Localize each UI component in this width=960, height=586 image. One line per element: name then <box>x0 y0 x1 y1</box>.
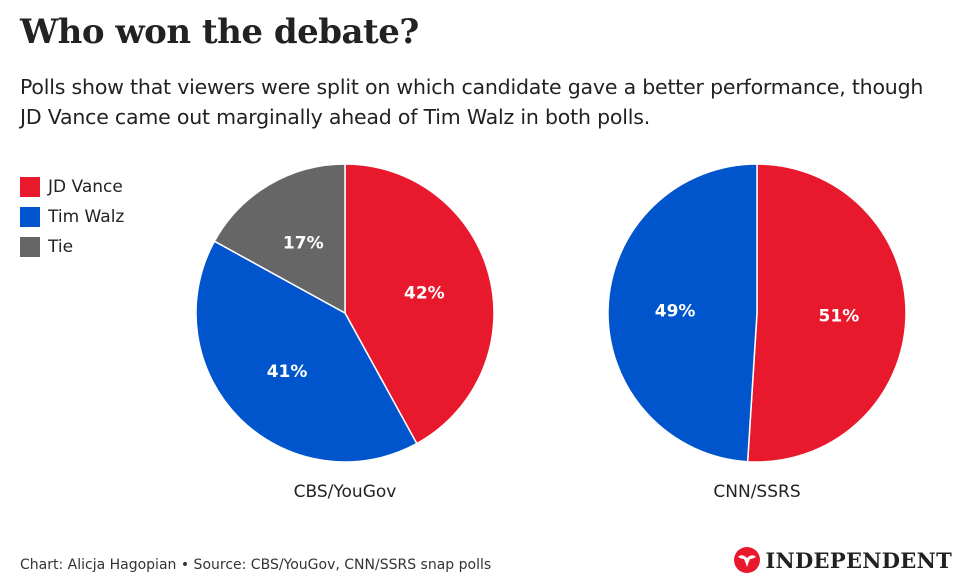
legend-item-tie: Tie <box>20 235 124 258</box>
legend-label-tie: Tie <box>48 236 74 257</box>
pie-cnn-ssrs: 51% 49% CNN/SSRS <box>607 163 907 502</box>
legend-swatch-tim-walz <box>20 206 40 227</box>
footer-credit: Chart: Alicja Hagopian • Source: CBS/You… <box>20 557 492 573</box>
chart-title: Who won the debate? <box>20 12 419 52</box>
slice-cnn-ssrs-tim-walz <box>607 163 758 463</box>
eagle-icon <box>734 547 761 573</box>
slice-cbs-yougov-tim-walz <box>195 240 418 463</box>
pie-caption-cbs-yougov: CBS/YouGov <box>294 482 397 502</box>
slice-label-cnn-ssrs-jd-vance: 51% <box>819 307 860 327</box>
slice-label-cnn-ssrs-tim-walz: 49% <box>655 301 696 321</box>
legend-item-tim-walz: Tim Walz <box>20 205 124 228</box>
legend-label-tim-walz: Tim Walz <box>48 206 125 227</box>
legend-swatch-jd-vance <box>20 176 40 197</box>
slice-cbs-yougov-tie <box>213 163 346 315</box>
legend-item-jd-vance: JD Vance <box>20 175 124 198</box>
legend-label-jd-vance: JD Vance <box>48 176 123 197</box>
chart-subtitle: Polls show that viewers were split on wh… <box>20 75 924 129</box>
legend: JD Vance Tim Walz Tie <box>20 175 124 265</box>
independent-logo: INDEPENDENT <box>733 546 952 574</box>
pie-cbs-yougov: 42% 41% 17% CBS/YouGov <box>195 163 495 502</box>
slice-cnn-ssrs-jd-vance <box>746 163 907 463</box>
slice-label-cbs-yougov-tie: 17% <box>283 233 324 253</box>
legend-swatch-tie <box>20 236 40 257</box>
logo-text: INDEPENDENT <box>765 547 952 573</box>
slice-cbs-yougov-jd-vance <box>344 163 495 445</box>
pie-caption-cnn-ssrs: CNN/SSRS <box>713 482 800 502</box>
slice-label-cbs-yougov-tim-walz: 41% <box>267 362 308 382</box>
slice-label-cbs-yougov-jd-vance: 42% <box>404 284 445 304</box>
